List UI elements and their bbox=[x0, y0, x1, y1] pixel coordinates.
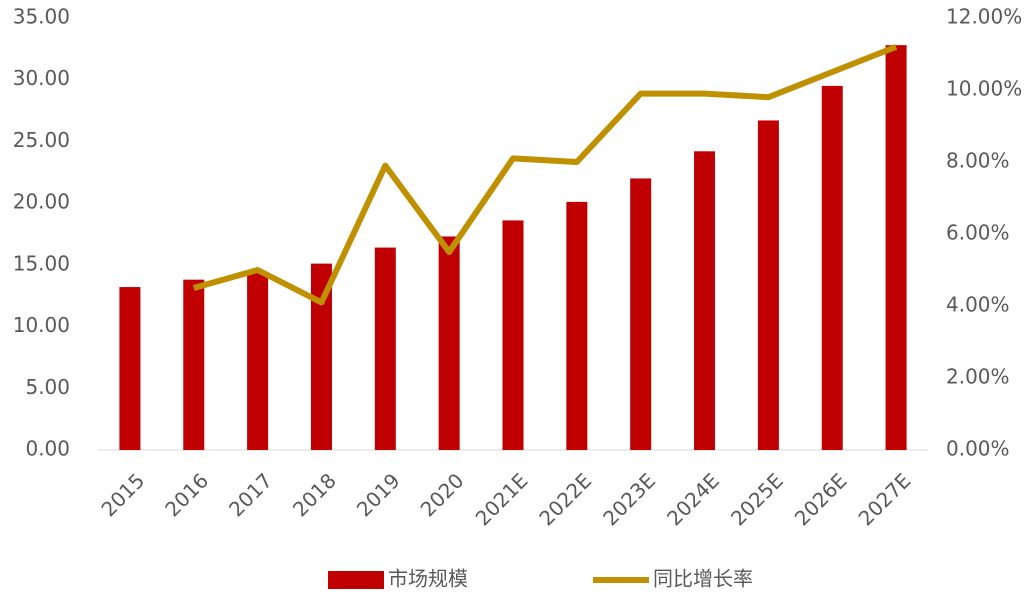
x-tick-label: 2018 bbox=[288, 468, 341, 521]
bar bbox=[183, 279, 205, 450]
y-tick-label: 0.00 bbox=[25, 437, 70, 461]
bar bbox=[757, 120, 779, 451]
bar bbox=[502, 220, 524, 450]
bar bbox=[438, 236, 460, 450]
y2-tick-label: 10.00% bbox=[946, 77, 1022, 101]
x-tick-label: 2021E bbox=[471, 468, 533, 530]
bar bbox=[566, 201, 588, 450]
y-tick-label: 5.00 bbox=[25, 375, 70, 399]
y-tick-label: 30.00 bbox=[13, 66, 70, 90]
y-tick-label: 10.00 bbox=[13, 313, 70, 337]
y-tick-label: 20.00 bbox=[13, 190, 70, 214]
bar bbox=[885, 45, 907, 450]
legend-label: 同比增长率 bbox=[653, 567, 753, 591]
x-tick-label: 2015 bbox=[96, 468, 149, 521]
y2-tick-label: 4.00% bbox=[946, 293, 1010, 317]
bar bbox=[374, 247, 396, 450]
x-tick-label: 2023E bbox=[598, 468, 660, 530]
y-tick-label: 15.00 bbox=[13, 251, 70, 275]
x-tick-label: 2017 bbox=[224, 468, 277, 521]
x-tick-label: 2016 bbox=[160, 468, 213, 521]
y2-tick-label: 8.00% bbox=[946, 149, 1010, 173]
x-tick-label: 2019 bbox=[352, 468, 405, 521]
bar bbox=[310, 263, 332, 450]
x-tick-label: 2026E bbox=[790, 468, 852, 530]
legend-swatch bbox=[328, 571, 384, 589]
y2-tick-label: 6.00% bbox=[946, 221, 1010, 245]
line bbox=[192, 44, 898, 306]
bar bbox=[694, 151, 716, 450]
x-tick-label: 2022E bbox=[534, 468, 596, 530]
legend-label: 市场规模 bbox=[388, 567, 468, 591]
x-tick-label: 2024E bbox=[662, 468, 724, 530]
y2-tick-label: 2.00% bbox=[946, 365, 1010, 389]
y-tick-label: 25.00 bbox=[13, 128, 70, 152]
x-tick-label: 2027E bbox=[854, 468, 916, 530]
y2-tick-label: 0.00% bbox=[946, 437, 1010, 461]
y2-tick-label: 12.00% bbox=[946, 5, 1022, 29]
y-tick-label: 35.00 bbox=[13, 5, 70, 29]
bar bbox=[630, 178, 652, 450]
bar bbox=[821, 85, 843, 450]
bar bbox=[119, 287, 141, 450]
bar bbox=[247, 272, 269, 450]
x-tick-label: 2025E bbox=[726, 468, 788, 530]
x-tick-label: 2020 bbox=[416, 468, 469, 521]
